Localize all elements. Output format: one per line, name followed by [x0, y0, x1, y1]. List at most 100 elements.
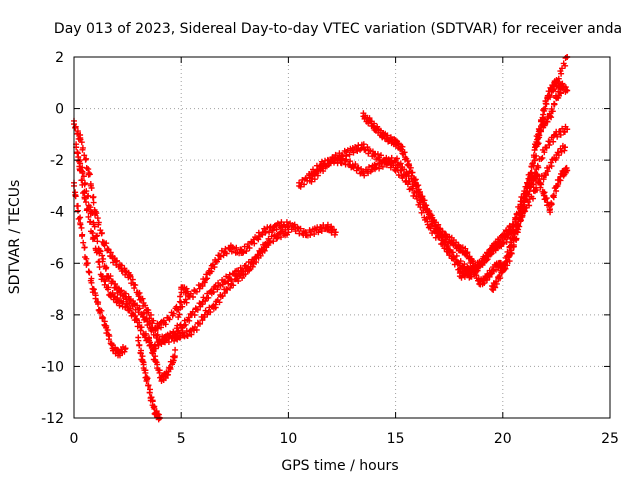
x-tick-label: 25 — [601, 431, 619, 447]
data-point — [349, 146, 356, 153]
y-tick-label: -8 — [50, 308, 64, 324]
data-point — [178, 286, 185, 293]
data-point — [184, 288, 191, 295]
data-point — [116, 350, 123, 357]
data-point — [323, 224, 330, 231]
data-point — [551, 79, 558, 86]
data-point — [456, 244, 463, 251]
data-point — [152, 358, 159, 365]
data-point — [360, 144, 367, 151]
series-track-10 — [456, 142, 568, 281]
data-point — [113, 286, 120, 293]
data-point — [259, 229, 266, 236]
series-track-5 — [135, 334, 163, 423]
data-point — [148, 394, 155, 401]
data-point — [233, 275, 240, 282]
y-tick-label: -12 — [41, 411, 64, 427]
data-point — [90, 286, 97, 293]
data-point — [381, 159, 388, 166]
series-track-3 — [75, 154, 273, 355]
data-point — [531, 188, 538, 195]
data-point — [212, 301, 219, 308]
chart-title: Day 013 of 2023, Sidereal Day-to-day VTE… — [54, 21, 622, 37]
data-point — [424, 221, 431, 228]
data-point — [158, 337, 165, 344]
data-point — [467, 268, 474, 275]
data-point — [564, 87, 571, 94]
data-point — [165, 368, 172, 375]
data-point — [392, 139, 399, 146]
data-point — [199, 280, 206, 287]
data-point — [405, 162, 412, 169]
data-point — [105, 273, 112, 280]
data-point — [141, 332, 148, 339]
data-point — [274, 231, 281, 238]
data-point — [143, 306, 150, 313]
data-point — [456, 273, 463, 280]
data-point — [188, 311, 195, 318]
data-point — [186, 293, 193, 300]
data-point — [332, 229, 339, 236]
data-point — [544, 92, 551, 99]
series-track-4 — [71, 179, 129, 359]
data-point — [538, 118, 545, 125]
data-point — [546, 206, 553, 213]
data-point — [542, 170, 549, 177]
data-point — [521, 203, 528, 210]
data-point — [495, 260, 502, 267]
data-point — [531, 144, 538, 151]
data-point — [527, 182, 534, 189]
data-point — [216, 252, 223, 259]
data-point — [553, 95, 560, 102]
data-point — [77, 221, 84, 228]
data-point — [386, 136, 393, 143]
data-point — [171, 353, 178, 360]
y-axis-label: SDTVAR / TECUs — [7, 180, 23, 295]
data-point — [173, 306, 180, 313]
data-point — [553, 182, 560, 189]
data-point — [208, 265, 215, 272]
data-point — [281, 221, 288, 228]
series-markers — [135, 334, 163, 423]
data-point — [339, 151, 345, 158]
y-tick-label: -2 — [50, 153, 64, 169]
data-point — [158, 376, 165, 383]
data-point — [285, 229, 292, 236]
data-point — [221, 278, 228, 285]
data-point — [489, 247, 496, 254]
data-point — [139, 358, 146, 365]
data-point — [107, 291, 114, 298]
data-point — [371, 164, 378, 171]
data-point — [349, 162, 356, 169]
data-point — [244, 268, 251, 275]
y-tick-label: 0 — [55, 102, 64, 118]
data-point — [495, 275, 502, 282]
data-point — [116, 298, 123, 305]
data-point — [546, 113, 553, 120]
data-point — [210, 286, 217, 293]
data-point — [444, 234, 451, 241]
data-point — [126, 273, 133, 280]
data-point — [371, 151, 378, 158]
x-tick-label: 5 — [177, 431, 186, 447]
data-point — [109, 255, 116, 262]
data-point — [392, 157, 399, 164]
data-point — [291, 224, 298, 231]
data-point — [223, 286, 230, 293]
data-point — [557, 82, 564, 89]
y-tick-label: 2 — [55, 50, 64, 66]
data-point — [317, 167, 324, 174]
data-point — [514, 221, 521, 228]
data-point — [456, 260, 463, 267]
data-point — [255, 252, 262, 259]
data-point — [313, 226, 320, 233]
data-point — [109, 345, 116, 352]
data-point — [118, 265, 125, 272]
data-point — [534, 172, 541, 179]
data-point — [501, 260, 508, 267]
data-point — [266, 239, 273, 246]
data-point — [559, 170, 566, 177]
data-point — [296, 182, 303, 189]
data-point — [499, 239, 506, 246]
